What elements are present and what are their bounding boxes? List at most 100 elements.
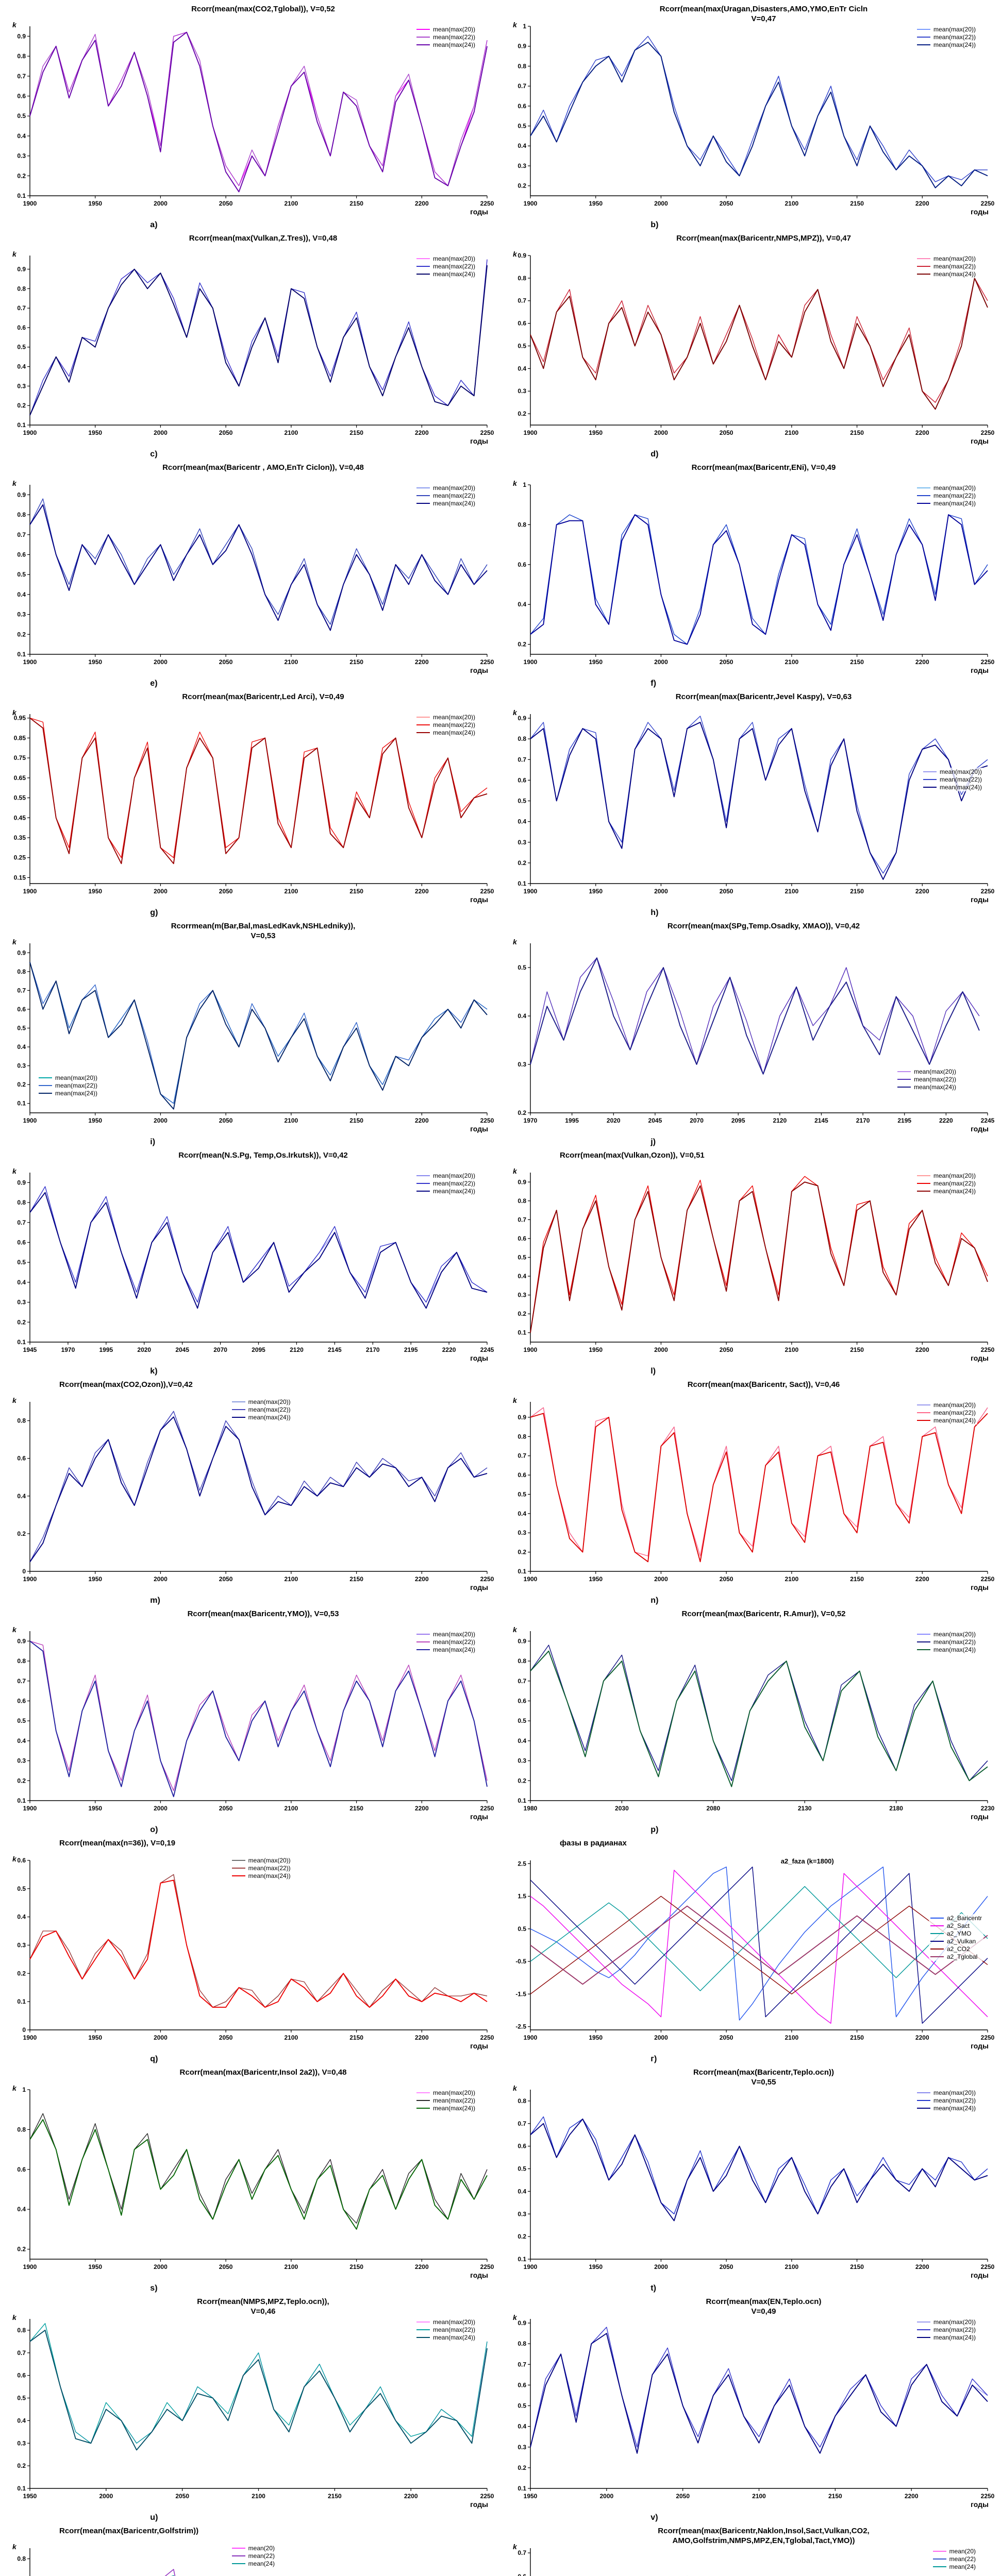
x-tick-label: 2100 (252, 2493, 265, 2500)
x-tick-label: 2200 (915, 200, 929, 207)
x-tick-label: 1900 (524, 1575, 538, 1583)
chart-c: Rcorr(mean(max(Vulkan,Z.Tres)), V=0,48 0.… (0, 232, 500, 461)
x-tick-label: 2050 (720, 429, 733, 436)
y-tick-label: 0.9 (17, 265, 26, 273)
legend-label: a2_Tglobal (946, 1953, 978, 1960)
y-tick-label: 0.6 (518, 103, 526, 110)
y-tick-label: 0.65 (14, 774, 26, 782)
chart-v: Rcorr(mean(max(EN,Teplo.ocn) V=0,49 0.1 0.2… (500, 2295, 1001, 2524)
chart-j: Rcorr(mean(max(SPg,Temp.Osadky, XMAO)), … (500, 920, 1001, 1149)
legend-label: mean(22) (949, 2555, 976, 2563)
x-tick-label: 2120 (290, 1346, 304, 1353)
y-tick-label: 0.5 (17, 1259, 26, 1266)
x-tick-label: 1900 (23, 658, 37, 666)
x-tick-label: 1900 (23, 1805, 37, 1812)
plot-area: 0.1 0.2 0.3 0.4 0.5 0.6 0.7 0.8 0.9 1900 1950 2000 2… (12, 21, 494, 216)
y-axis-label: k (513, 250, 518, 258)
x-tick-label: 1995 (565, 1117, 579, 1124)
legend-item: mean(max(20)) (416, 255, 475, 262)
legend-label: mean(max(20)) (913, 1068, 956, 1075)
x-tick-label: 1950 (23, 2493, 37, 2500)
chart-i: Rcorrmean(m(Bar,Bal,masLedKavk,NSHLednik… (0, 920, 500, 1149)
axes (530, 714, 988, 884)
y-tick-label: 0.4 (518, 1737, 526, 1744)
x-tick-label: 2050 (219, 1805, 233, 1812)
legend-line-swatch (916, 1634, 930, 1635)
legend-item: mean(max(24)) (916, 2105, 976, 2112)
legend-label: mean(max(20)) (432, 714, 475, 721)
chart-d: Rcorr(mean(max(Baricentr,NMPS,MPZ)), V=0… (500, 232, 1001, 461)
x-tick-label: 2000 (654, 888, 668, 895)
y-tick-label: 0.1 (17, 651, 26, 658)
y-tick-label: 0.7 (518, 756, 526, 763)
legend-item: a2_Vulkan (930, 1938, 982, 1945)
legend-label: mean(max(20)) (248, 1857, 291, 1864)
subplot-letter: s) (150, 2284, 158, 2293)
x-tick-label: 1950 (88, 888, 102, 895)
x-tick-label: 2000 (154, 888, 168, 895)
y-tick-label: 0.1 (518, 1329, 526, 1336)
plot-area: 0.15 0.25 0.35 0.45 0.55 0.65 0.75 0.85 0.95 1900… (12, 708, 494, 904)
legend-line-swatch (916, 2100, 930, 2101)
axes (530, 2319, 988, 2489)
x-tick-label: 1945 (23, 1346, 37, 1353)
chart-f: Rcorr(mean(max(Baricentr,ENi), V=0,49 0.2… (500, 461, 1001, 690)
x-tick-label: 1900 (524, 200, 538, 207)
x-tick-label: 2100 (785, 429, 799, 436)
legend-item: mean(max(24)) (416, 2105, 475, 2112)
x-tick-label: 2250 (981, 2493, 995, 2500)
x-tick-label: 2200 (915, 429, 929, 436)
legend-item: a2_Tglobal (930, 1953, 982, 1960)
y-axis-label: k (513, 1625, 518, 1634)
x-tick-label: 1900 (524, 2034, 538, 2041)
y-tick-label: 0.2 (518, 410, 526, 417)
x-tick-label: 2150 (349, 1575, 363, 1583)
y-tick-label: 0.1 (17, 1338, 26, 1346)
legend-line-swatch (923, 779, 937, 780)
subplot-letter: h) (650, 908, 659, 917)
series-line-mean(max(20)) (530, 957, 980, 1075)
y-tick-label: 0.5 (518, 1717, 526, 1724)
legend-item: mean(max(22)) (416, 1180, 475, 1187)
legend-line-swatch (916, 487, 930, 488)
y-tick-label: 0.2 (17, 402, 26, 409)
subplot-letter: p) (650, 1825, 659, 1834)
x-tick-label: 2000 (154, 429, 168, 436)
legend-item: mean(max(24)) (416, 1646, 475, 1653)
x-tick-label: 2100 (785, 1346, 799, 1353)
x-axis-label: годы (971, 1583, 989, 1591)
plot-area: 0.2 0.3 0.4 0.5 0.6 0.7 0.8 0.9 1 1900 1950 2000 205… (513, 21, 995, 216)
x-tick-label: 2200 (915, 1575, 929, 1583)
series-line-mean(max(24)) (530, 514, 988, 645)
x-tick-label: 2200 (415, 1805, 429, 1812)
y-tick-label: 0.7 (17, 304, 26, 312)
y-tick-label: 0.6 (17, 1857, 26, 1864)
x-tick-label: 1900 (23, 1575, 37, 1583)
series-line-mean(max(20)) (29, 718, 488, 858)
x-tick-label: 1900 (23, 429, 37, 436)
x-tick-label: 2045 (175, 1346, 189, 1353)
series-line-mean(max(20)) (530, 514, 988, 645)
x-tick-label: 2150 (850, 658, 864, 666)
x-tick-label: 2250 (480, 1117, 494, 1124)
legend-label: mean(max(20)) (432, 2318, 475, 2326)
y-tick-label: 0.7 (518, 1216, 526, 1223)
x-tick-label: 1950 (88, 2034, 102, 2041)
legend-item: mean(22) (231, 2552, 275, 2560)
x-tick-label: 2100 (785, 658, 799, 666)
x-tick-label: 2000 (654, 429, 668, 436)
subplot-letter: v) (650, 2513, 658, 2522)
legend-line-swatch (416, 503, 430, 504)
legend-line-swatch (930, 1941, 944, 1942)
legend-line-swatch (39, 1077, 52, 1078)
y-tick-label: 0.6 (17, 1697, 26, 1704)
series-line-mean(max(22)) (29, 1874, 488, 2008)
y-axis-label: k (513, 2084, 518, 2092)
legend-label: mean(max(20)) (933, 1172, 976, 1179)
y-tick-label: 0.9 (518, 715, 526, 722)
y-tick-label: 0.7 (518, 2120, 526, 2127)
axes (29, 714, 487, 884)
plot-area: 0.1 0.2 0.3 0.4 0.5 0.6 0.7 0.8 1900 1950 2000 2050… (513, 2084, 995, 2279)
x-tick-label: 2100 (285, 2034, 298, 2041)
legend: mean(max(20)) mean(max(22)) mean(max(24)) (414, 484, 477, 507)
